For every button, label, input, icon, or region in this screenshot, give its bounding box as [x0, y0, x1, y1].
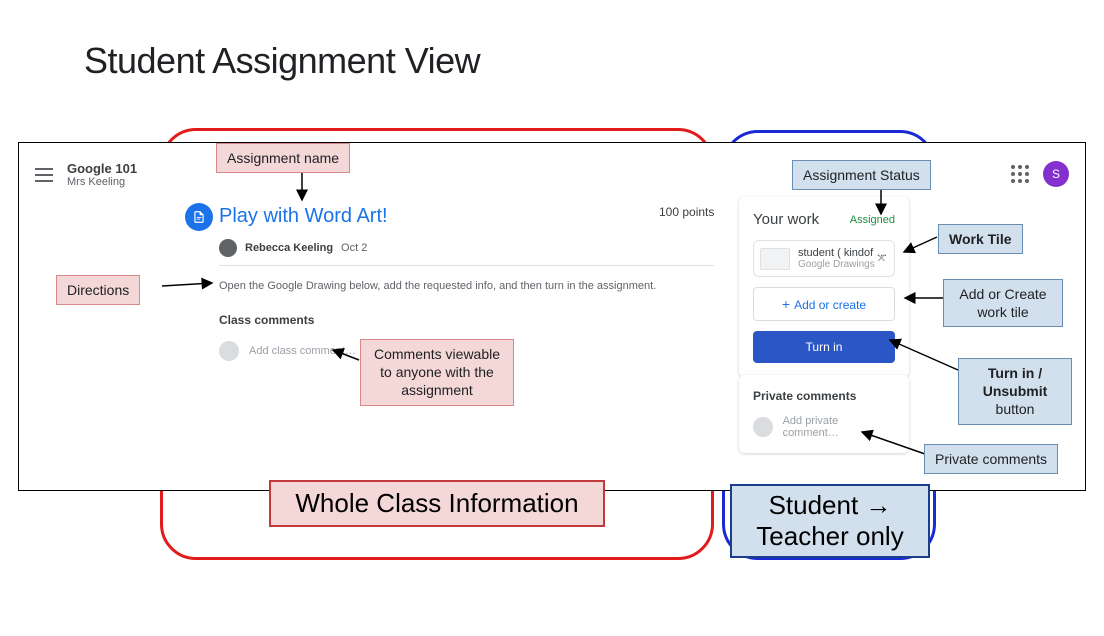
- assignment-title: Play with Word Art!: [219, 205, 388, 228]
- user-avatar[interactable]: S: [1043, 161, 1069, 187]
- callout-work-tile: Work Tile: [938, 224, 1023, 254]
- topbar: Google 101 Mrs Keeling: [35, 161, 137, 188]
- turn-in-button[interactable]: Turn in: [753, 331, 895, 363]
- class-name: Google 101: [67, 161, 137, 176]
- callout-turn-in: Turn in / Unsubmitbutton: [958, 358, 1072, 425]
- remove-work-icon[interactable]: ×: [877, 250, 886, 268]
- menu-icon[interactable]: [35, 168, 53, 182]
- teacher-avatar-icon: [219, 239, 237, 257]
- callout-class-comments-note: Comments viewable to anyone with the ass…: [360, 339, 514, 406]
- class-comment-row: Add class comment…: [219, 341, 356, 361]
- callout-assignment-status: Assignment Status: [792, 160, 931, 190]
- plus-icon: +: [782, 296, 790, 312]
- private-comments-label: Private comments: [753, 389, 895, 403]
- work-tile-thumbnail: [760, 248, 790, 270]
- work-tile-name: student ( kindof ) …: [798, 247, 888, 259]
- class-comment-input[interactable]: Add class comment…: [249, 345, 356, 357]
- work-tile-subtitle: Google Drawings: [798, 259, 888, 270]
- topbar-right: S: [1011, 161, 1069, 187]
- page-title: Student Assignment View: [84, 40, 480, 82]
- private-comment-input[interactable]: Add private comment…: [783, 415, 895, 439]
- assignment-points: 100 points: [659, 205, 714, 219]
- add-or-create-button[interactable]: + Add or create: [753, 287, 895, 321]
- work-tile[interactable]: student ( kindof ) … Google Drawings ×: [753, 240, 895, 277]
- assignment-author: Rebecca Keeling: [245, 242, 333, 254]
- assignment-directions: Open the Google Drawing below, add the r…: [219, 280, 714, 292]
- assignment-status: Assigned: [850, 214, 895, 226]
- divider: [219, 265, 714, 266]
- big-label-whole-class: Whole Class Information: [269, 480, 605, 527]
- callout-directions: Directions: [56, 275, 140, 305]
- callout-assignment-name: Assignment name: [216, 143, 350, 173]
- assignment-author-line: Rebecca Keeling Oct 2: [219, 239, 367, 257]
- comment-avatar-icon: [753, 417, 773, 437]
- screenshot-frame: Google 101 Mrs Keeling S Play with Word …: [18, 142, 1086, 491]
- callout-add-or-create: Add or Create work tile: [943, 279, 1063, 327]
- big-label-student-teacher: Student → Teacher only: [730, 484, 930, 558]
- class-comments-label: Class comments: [219, 313, 314, 327]
- assignment-date: Oct 2: [341, 242, 367, 254]
- your-work-panel: Your work Assigned student ( kindof ) … …: [739, 197, 909, 377]
- comment-avatar-icon: [219, 341, 239, 361]
- private-comments-panel: Private comments Add private comment…: [739, 375, 909, 453]
- topbar-teacher-name: Mrs Keeling: [67, 176, 137, 188]
- assignment-badge-icon: [185, 203, 213, 231]
- add-or-create-label: Add or create: [794, 298, 866, 312]
- apps-launcher-icon[interactable]: [1011, 165, 1029, 183]
- callout-private-comments: Private comments: [924, 444, 1058, 474]
- your-work-title: Your work: [753, 211, 819, 228]
